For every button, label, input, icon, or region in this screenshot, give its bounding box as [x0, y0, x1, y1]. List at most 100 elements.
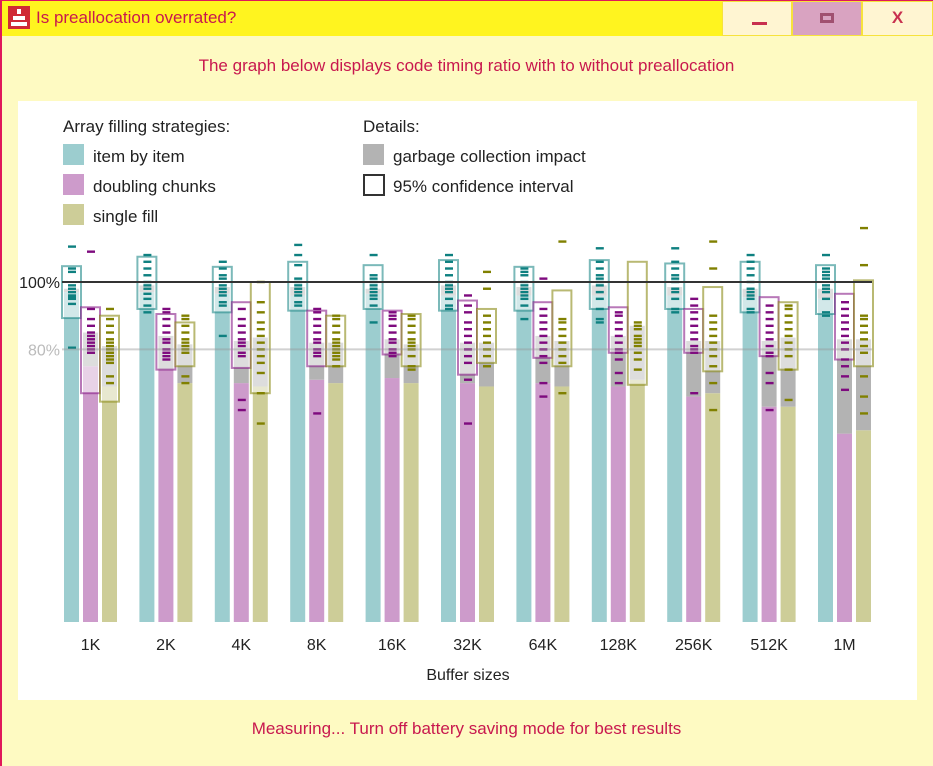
sample-tick-single_fill	[106, 354, 114, 358]
sample-tick-single_fill	[709, 267, 718, 270]
sample-tick-single_fill	[332, 314, 341, 317]
sample-tick-single_fill	[256, 348, 265, 351]
sample-tick-doubling_chunks	[237, 344, 246, 348]
maximize-button[interactable]	[792, 1, 862, 36]
sample-tick-doubling_chunks	[313, 348, 322, 351]
sample-tick-single_fill	[709, 314, 718, 317]
sample-tick-doubling_chunks	[87, 334, 95, 338]
sample-tick-doubling_chunks	[162, 341, 171, 344]
legend-swatch-single-fill	[63, 204, 84, 225]
sample-tick-single_fill	[558, 354, 567, 358]
sample-tick-single_fill	[332, 365, 341, 368]
sample-tick-item_by_item	[143, 311, 152, 314]
bar-group-128K	[588, 247, 648, 622]
sample-tick-single_fill	[784, 348, 793, 351]
sample-tick-doubling_chunks	[841, 334, 849, 338]
bar-doubling_chunks	[610, 386, 626, 622]
bar-single_fill	[479, 386, 494, 622]
sample-tick-doubling_chunks	[237, 354, 246, 358]
sample-tick-doubling_chunks	[162, 348, 171, 351]
sample-tick-single_fill	[483, 287, 491, 290]
sample-tick-doubling_chunks	[614, 381, 623, 385]
bar-single_fill	[177, 383, 193, 622]
sample-tick-single_fill	[106, 375, 114, 378]
sample-tick-doubling_chunks	[464, 294, 472, 297]
bar-group-64K	[513, 240, 573, 622]
sample-tick-doubling_chunks	[464, 327, 472, 331]
sample-tick-single_fill	[483, 341, 491, 344]
sample-tick-item_by_item	[218, 334, 227, 338]
sample-tick-item_by_item	[595, 274, 604, 277]
sample-tick-item_by_item	[595, 297, 604, 301]
sample-tick-item_by_item	[68, 290, 76, 294]
sample-tick-single_fill	[106, 341, 114, 344]
sample-tick-single_fill	[709, 240, 718, 243]
sample-tick-doubling_chunks	[87, 324, 95, 328]
bar-group-1K	[61, 245, 120, 622]
sample-tick-doubling_chunks	[841, 314, 849, 317]
sample-tick-single_fill	[633, 324, 642, 328]
bar-single_fill	[328, 383, 344, 622]
sample-tick-item_by_item	[595, 317, 604, 321]
sample-tick-item_by_item	[143, 304, 152, 307]
sample-tick-item_by_item	[218, 274, 227, 277]
sample-tick-item_by_item	[369, 321, 378, 324]
sample-tick-single_fill	[106, 324, 114, 328]
bar-single_fill	[554, 386, 570, 622]
sample-tick-doubling_chunks	[690, 331, 699, 334]
sample-tick-item_by_item	[746, 290, 755, 294]
sample-tick-doubling_chunks	[690, 304, 699, 307]
bar-group-32K	[438, 253, 497, 622]
sample-tick-doubling_chunks	[237, 341, 246, 344]
sample-tick-item_by_item	[143, 253, 152, 257]
app-icon	[8, 6, 30, 29]
sample-tick-item_by_item	[520, 267, 529, 270]
sample-tick-item_by_item	[369, 304, 378, 307]
sample-tick-doubling_chunks	[313, 331, 322, 334]
sample-tick-doubling_chunks	[237, 317, 246, 321]
x-tick-label: 1M	[833, 637, 855, 654]
sample-tick-single_fill	[407, 331, 416, 334]
sample-tick-single_fill	[256, 361, 265, 365]
sample-tick-item_by_item	[445, 304, 453, 307]
sample-tick-single_fill	[332, 344, 341, 348]
sample-tick-doubling_chunks	[237, 338, 246, 341]
sample-tick-item_by_item	[520, 274, 529, 277]
sample-tick-doubling_chunks	[539, 307, 548, 311]
confidence-interval-single_fill	[853, 279, 874, 368]
sample-tick-doubling_chunks	[539, 314, 548, 317]
bar-single_fill	[705, 393, 721, 622]
sample-tick-single_fill	[633, 344, 642, 348]
sample-tick-single_fill	[784, 314, 793, 317]
sample-tick-doubling_chunks	[388, 331, 397, 334]
sample-tick-item_by_item	[294, 253, 303, 257]
sample-tick-single_fill	[483, 270, 491, 274]
sample-tick-single_fill	[256, 321, 265, 324]
sample-tick-item_by_item	[445, 274, 453, 277]
sample-tick-single_fill	[633, 327, 642, 331]
sample-tick-single_fill	[633, 334, 642, 338]
sample-tick-item_by_item	[68, 302, 76, 306]
y-tick-label-100: 100%	[19, 275, 60, 292]
sample-tick-single_fill	[709, 348, 718, 351]
sample-tick-single_fill	[256, 354, 265, 358]
bar-single_fill	[856, 430, 871, 622]
sample-tick-doubling_chunks	[464, 334, 472, 338]
sample-tick-item_by_item	[143, 267, 152, 270]
sample-tick-single_fill	[332, 358, 341, 361]
sample-tick-doubling_chunks	[388, 338, 397, 341]
sample-tick-single_fill	[181, 314, 190, 317]
sample-tick-item_by_item	[520, 290, 529, 294]
sample-tick-item_by_item	[294, 277, 303, 280]
sample-tick-doubling_chunks	[614, 334, 623, 338]
sample-tick-item_by_item	[218, 267, 227, 270]
minimize-button[interactable]	[722, 1, 792, 36]
sample-tick-single_fill	[709, 354, 718, 358]
sample-tick-doubling_chunks	[690, 317, 699, 321]
bar-single_fill	[252, 386, 268, 622]
bar-item_by_item	[290, 295, 306, 622]
sample-tick-single_fill	[558, 327, 567, 331]
sample-tick-item_by_item	[369, 297, 378, 301]
sample-tick-single_fill	[256, 334, 265, 338]
sample-tick-doubling_chunks	[614, 358, 623, 361]
